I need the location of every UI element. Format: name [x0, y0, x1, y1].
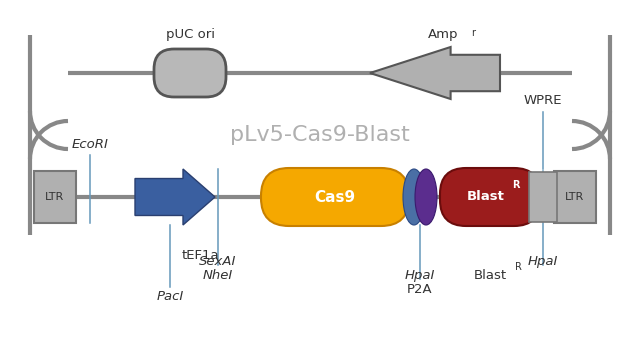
Polygon shape [370, 47, 500, 99]
Text: R: R [512, 180, 520, 190]
Text: R: R [515, 262, 522, 272]
Text: HpaI: HpaI [528, 255, 558, 268]
Text: P2A: P2A [407, 283, 433, 296]
Text: Blast: Blast [474, 269, 507, 282]
Text: Amp: Amp [428, 28, 458, 41]
Text: Blast: Blast [467, 190, 505, 204]
Text: LTR: LTR [565, 192, 584, 202]
Text: NheI: NheI [203, 269, 233, 282]
Ellipse shape [403, 169, 425, 225]
FancyBboxPatch shape [529, 172, 557, 222]
Text: HpaI: HpaI [405, 269, 435, 282]
FancyBboxPatch shape [261, 168, 409, 226]
Text: LTR: LTR [45, 192, 65, 202]
Text: tEF1a: tEF1a [181, 249, 219, 262]
Text: WPRE: WPRE [524, 94, 563, 107]
Text: pUC ori: pUC ori [166, 28, 214, 41]
FancyBboxPatch shape [554, 171, 596, 223]
Text: PacI: PacI [156, 290, 184, 303]
Text: pLv5-Cas9-Blast: pLv5-Cas9-Blast [230, 125, 410, 145]
Ellipse shape [415, 169, 437, 225]
Text: Cas9: Cas9 [314, 189, 356, 205]
Text: r: r [471, 28, 475, 38]
FancyBboxPatch shape [34, 171, 76, 223]
FancyBboxPatch shape [440, 168, 540, 226]
Text: SexAI: SexAI [199, 255, 237, 268]
Polygon shape [135, 169, 215, 225]
Text: EcoRI: EcoRI [72, 138, 108, 151]
FancyBboxPatch shape [154, 49, 226, 97]
